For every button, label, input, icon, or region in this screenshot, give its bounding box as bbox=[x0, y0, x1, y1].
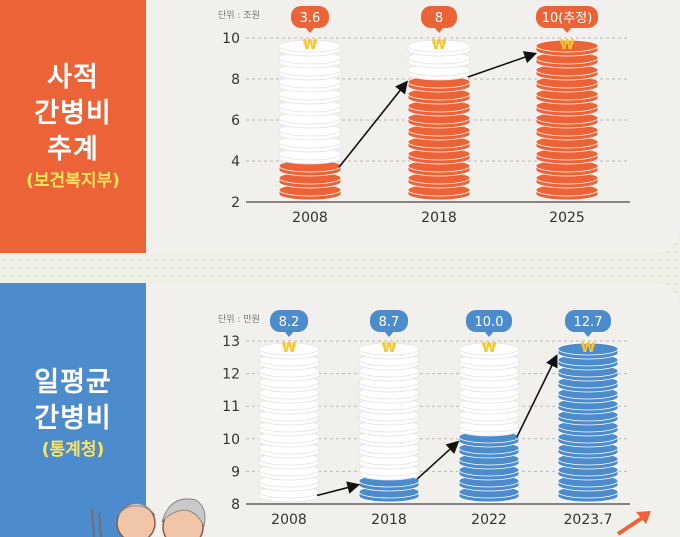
x-tick-label: 2025 bbox=[549, 210, 585, 226]
coin-stack-2008: ₩ bbox=[278, 38, 342, 201]
won-icon: ₩ bbox=[581, 341, 596, 356]
won-icon: ₩ bbox=[482, 341, 497, 356]
trend-arrow bbox=[467, 51, 538, 78]
coin-stack-2018: ₩ bbox=[358, 341, 420, 503]
x-tick-label: 2018 bbox=[371, 512, 407, 528]
value-bubble: 8 bbox=[421, 6, 457, 33]
won-icon: ₩ bbox=[432, 38, 447, 53]
chart-1: 단위 : 만원 8 9 10 11 12 13 ₩8.2 2008 ₩8.7 2018 ₩10.0 20… bbox=[218, 310, 630, 528]
y-tick-label: 4 bbox=[231, 154, 240, 170]
unit-label: 단위 : 조원 bbox=[218, 10, 260, 21]
trend-arrow bbox=[338, 80, 408, 168]
coin-face bbox=[458, 342, 520, 356]
y-tick-label: 6 bbox=[231, 113, 240, 129]
value-label: 8.2 bbox=[279, 315, 300, 330]
value-bubble-pointer bbox=[583, 331, 593, 337]
value-label: 8.7 bbox=[379, 315, 400, 330]
x-tick-label: 2018 bbox=[421, 210, 457, 226]
worry-line bbox=[91, 508, 95, 537]
private-care-source: (보건복지부) bbox=[26, 170, 120, 191]
value-bubble-bg bbox=[536, 6, 598, 28]
value-bubble-pointer bbox=[384, 331, 394, 337]
elderly-man-hair bbox=[117, 503, 156, 516]
value-bubble-pointer bbox=[562, 27, 572, 33]
y-tick-label: 8 bbox=[231, 497, 240, 513]
y-tick-label: 12 bbox=[222, 367, 240, 383]
daily-care-sidebar: 일평균 간병비 (통계청) bbox=[0, 283, 146, 537]
corner-arrow-head bbox=[636, 511, 651, 524]
coin-stack-2023.7: ₩ bbox=[557, 341, 619, 503]
value-bubble-bg bbox=[270, 310, 308, 332]
won-icon: ₩ bbox=[282, 341, 297, 356]
won-icon: ₩ bbox=[303, 38, 318, 53]
daily-care-title-line-1: 일평균 bbox=[34, 367, 112, 398]
trend-arrow bbox=[416, 440, 460, 480]
x-tick-label: 2022 bbox=[471, 512, 507, 528]
value-bubble: 8.2 bbox=[270, 310, 308, 337]
y-tick-label: 13 bbox=[222, 334, 240, 350]
coin-face bbox=[278, 39, 342, 53]
coin-stack-2025: ₩ bbox=[535, 38, 599, 201]
value-bubble-bg bbox=[370, 310, 408, 332]
y-tick-label: 9 bbox=[231, 464, 240, 480]
worry-line bbox=[98, 512, 102, 537]
value-bubble-bg bbox=[421, 6, 457, 28]
chart-0: 단위 : 조원 2 4 6 8 10 ₩3.6 2008 ₩8 2018 ₩10(추정) 2025 bbox=[218, 6, 630, 226]
x-tick-label: 2008 bbox=[292, 210, 328, 226]
y-tick-label: 2 bbox=[231, 195, 240, 211]
coin-stack-2018: ₩ bbox=[407, 38, 471, 201]
value-bubble-pointer bbox=[434, 27, 444, 33]
daily-care-title-line-2: 간병비 bbox=[34, 403, 112, 434]
won-icon: ₩ bbox=[382, 341, 397, 356]
coin-stack-2022: ₩ bbox=[458, 341, 520, 503]
value-bubble: 3.6 bbox=[291, 6, 329, 33]
y-tick-label: 8 bbox=[231, 72, 240, 88]
value-bubble-pointer bbox=[484, 331, 494, 337]
value-bubble: 12.7 bbox=[565, 310, 611, 337]
trend-arrow bbox=[516, 354, 558, 438]
coin-face bbox=[535, 39, 599, 53]
elderly-couple-illustration bbox=[91, 498, 206, 537]
value-bubble-pointer bbox=[284, 331, 294, 337]
value-bubble-bg bbox=[466, 310, 512, 332]
daily-care-source: (통계청) bbox=[41, 440, 105, 460]
x-tick-label: 2008 bbox=[271, 512, 307, 528]
value-bubble-pointer bbox=[305, 27, 315, 33]
value-label: 12.7 bbox=[574, 315, 603, 330]
trend-arrow bbox=[316, 481, 361, 497]
private-care-title-line-2: 간병비 bbox=[34, 97, 112, 129]
coin-face bbox=[358, 342, 420, 356]
y-tick-label: 11 bbox=[222, 399, 240, 415]
y-tick-label: 10 bbox=[222, 432, 240, 448]
coin-face bbox=[407, 39, 471, 53]
private-care-title-line-1: 사적 bbox=[47, 61, 99, 93]
value-bubble: 10.0 bbox=[466, 310, 512, 337]
unit-label: 단위 : 만원 bbox=[218, 314, 260, 325]
private-care-sidebar: 사적 간병비 추계 (보건복지부) bbox=[0, 0, 146, 253]
won-icon: ₩ bbox=[560, 38, 575, 53]
value-bubble-bg bbox=[565, 310, 611, 332]
corner-arrow-icon bbox=[616, 511, 651, 536]
x-tick-label: 2023.7 bbox=[564, 512, 613, 528]
coin-face bbox=[258, 342, 320, 356]
value-bubble: 8.7 bbox=[370, 310, 408, 337]
value-label: 3.6 bbox=[300, 11, 321, 26]
coin-face bbox=[557, 342, 619, 356]
value-bubble: 10(추정) bbox=[536, 6, 598, 33]
y-tick-label: 10 bbox=[222, 31, 240, 47]
private-care-title-line-3: 추계 bbox=[47, 133, 99, 165]
value-label: 8 bbox=[435, 11, 443, 26]
coin-stack-2008: ₩ bbox=[258, 341, 320, 503]
value-label: 10(추정) bbox=[542, 11, 593, 26]
value-bubble-bg bbox=[291, 6, 329, 28]
value-label: 10.0 bbox=[475, 315, 504, 330]
elderly-woman-hair bbox=[161, 498, 206, 528]
